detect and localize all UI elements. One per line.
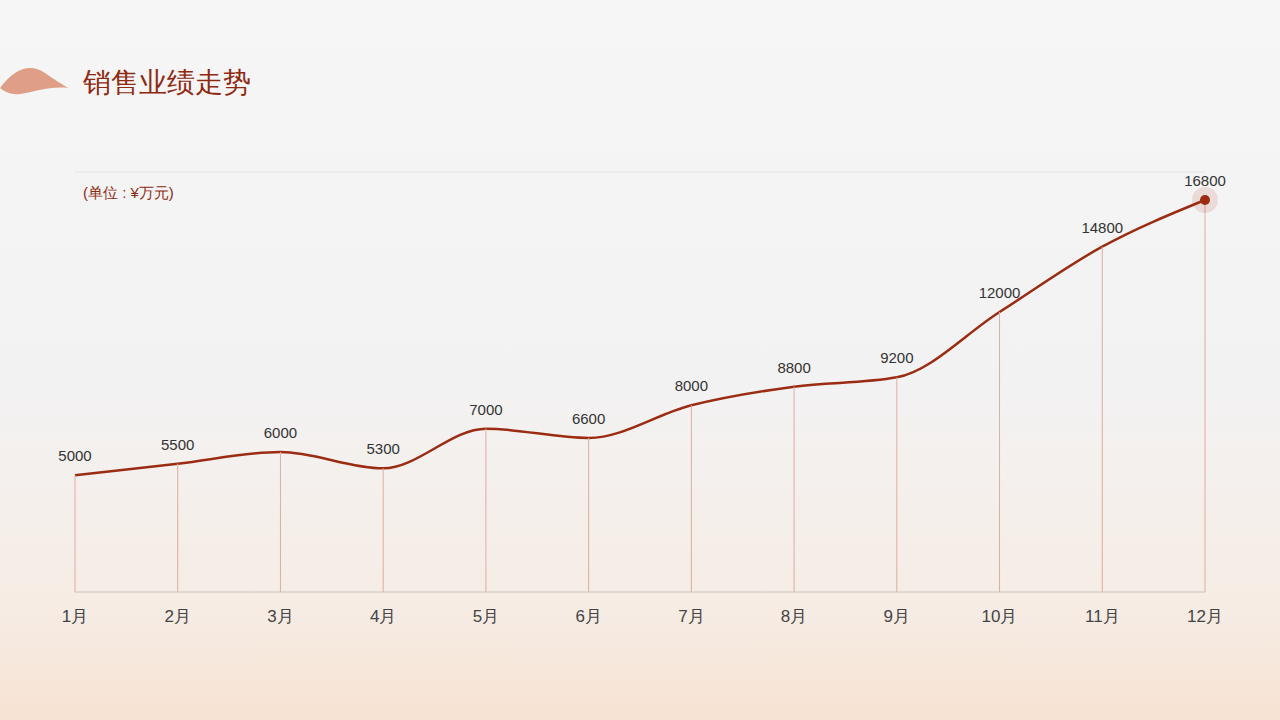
svg-text:9200: 9200 [880,349,913,366]
svg-text:4月: 4月 [370,607,396,626]
svg-text:2月: 2月 [164,607,190,626]
svg-text:3月: 3月 [267,607,293,626]
svg-text:6000: 6000 [264,424,297,441]
svg-text:14800: 14800 [1081,219,1123,236]
svg-text:1月: 1月 [62,607,88,626]
svg-text:8月: 8月 [781,607,807,626]
svg-text:8800: 8800 [777,359,810,376]
svg-text:5500: 5500 [161,436,194,453]
svg-text:12000: 12000 [979,284,1021,301]
html-text:(单位 : ¥万元): (单位 : ¥万元) [83,184,174,201]
svg-text:8000: 8000 [675,377,708,394]
svg-text:5000: 5000 [58,447,91,464]
svg-text:10月: 10月 [982,607,1018,626]
svg-text:12月: 12月 [1187,607,1223,626]
svg-text:11月: 11月 [1085,607,1120,626]
svg-text:16800: 16800 [1184,172,1226,189]
html-text:销售业绩走势: 销售业绩走势 [83,67,251,98]
svg-text:6月: 6月 [575,607,601,626]
svg-text:6600: 6600 [572,410,605,427]
svg-text:5月: 5月 [473,607,499,626]
svg-text:5300: 5300 [366,440,399,457]
svg-text:9月: 9月 [884,607,910,626]
svg-text:7月: 7月 [678,607,704,626]
svg-text:7000: 7000 [469,401,502,418]
